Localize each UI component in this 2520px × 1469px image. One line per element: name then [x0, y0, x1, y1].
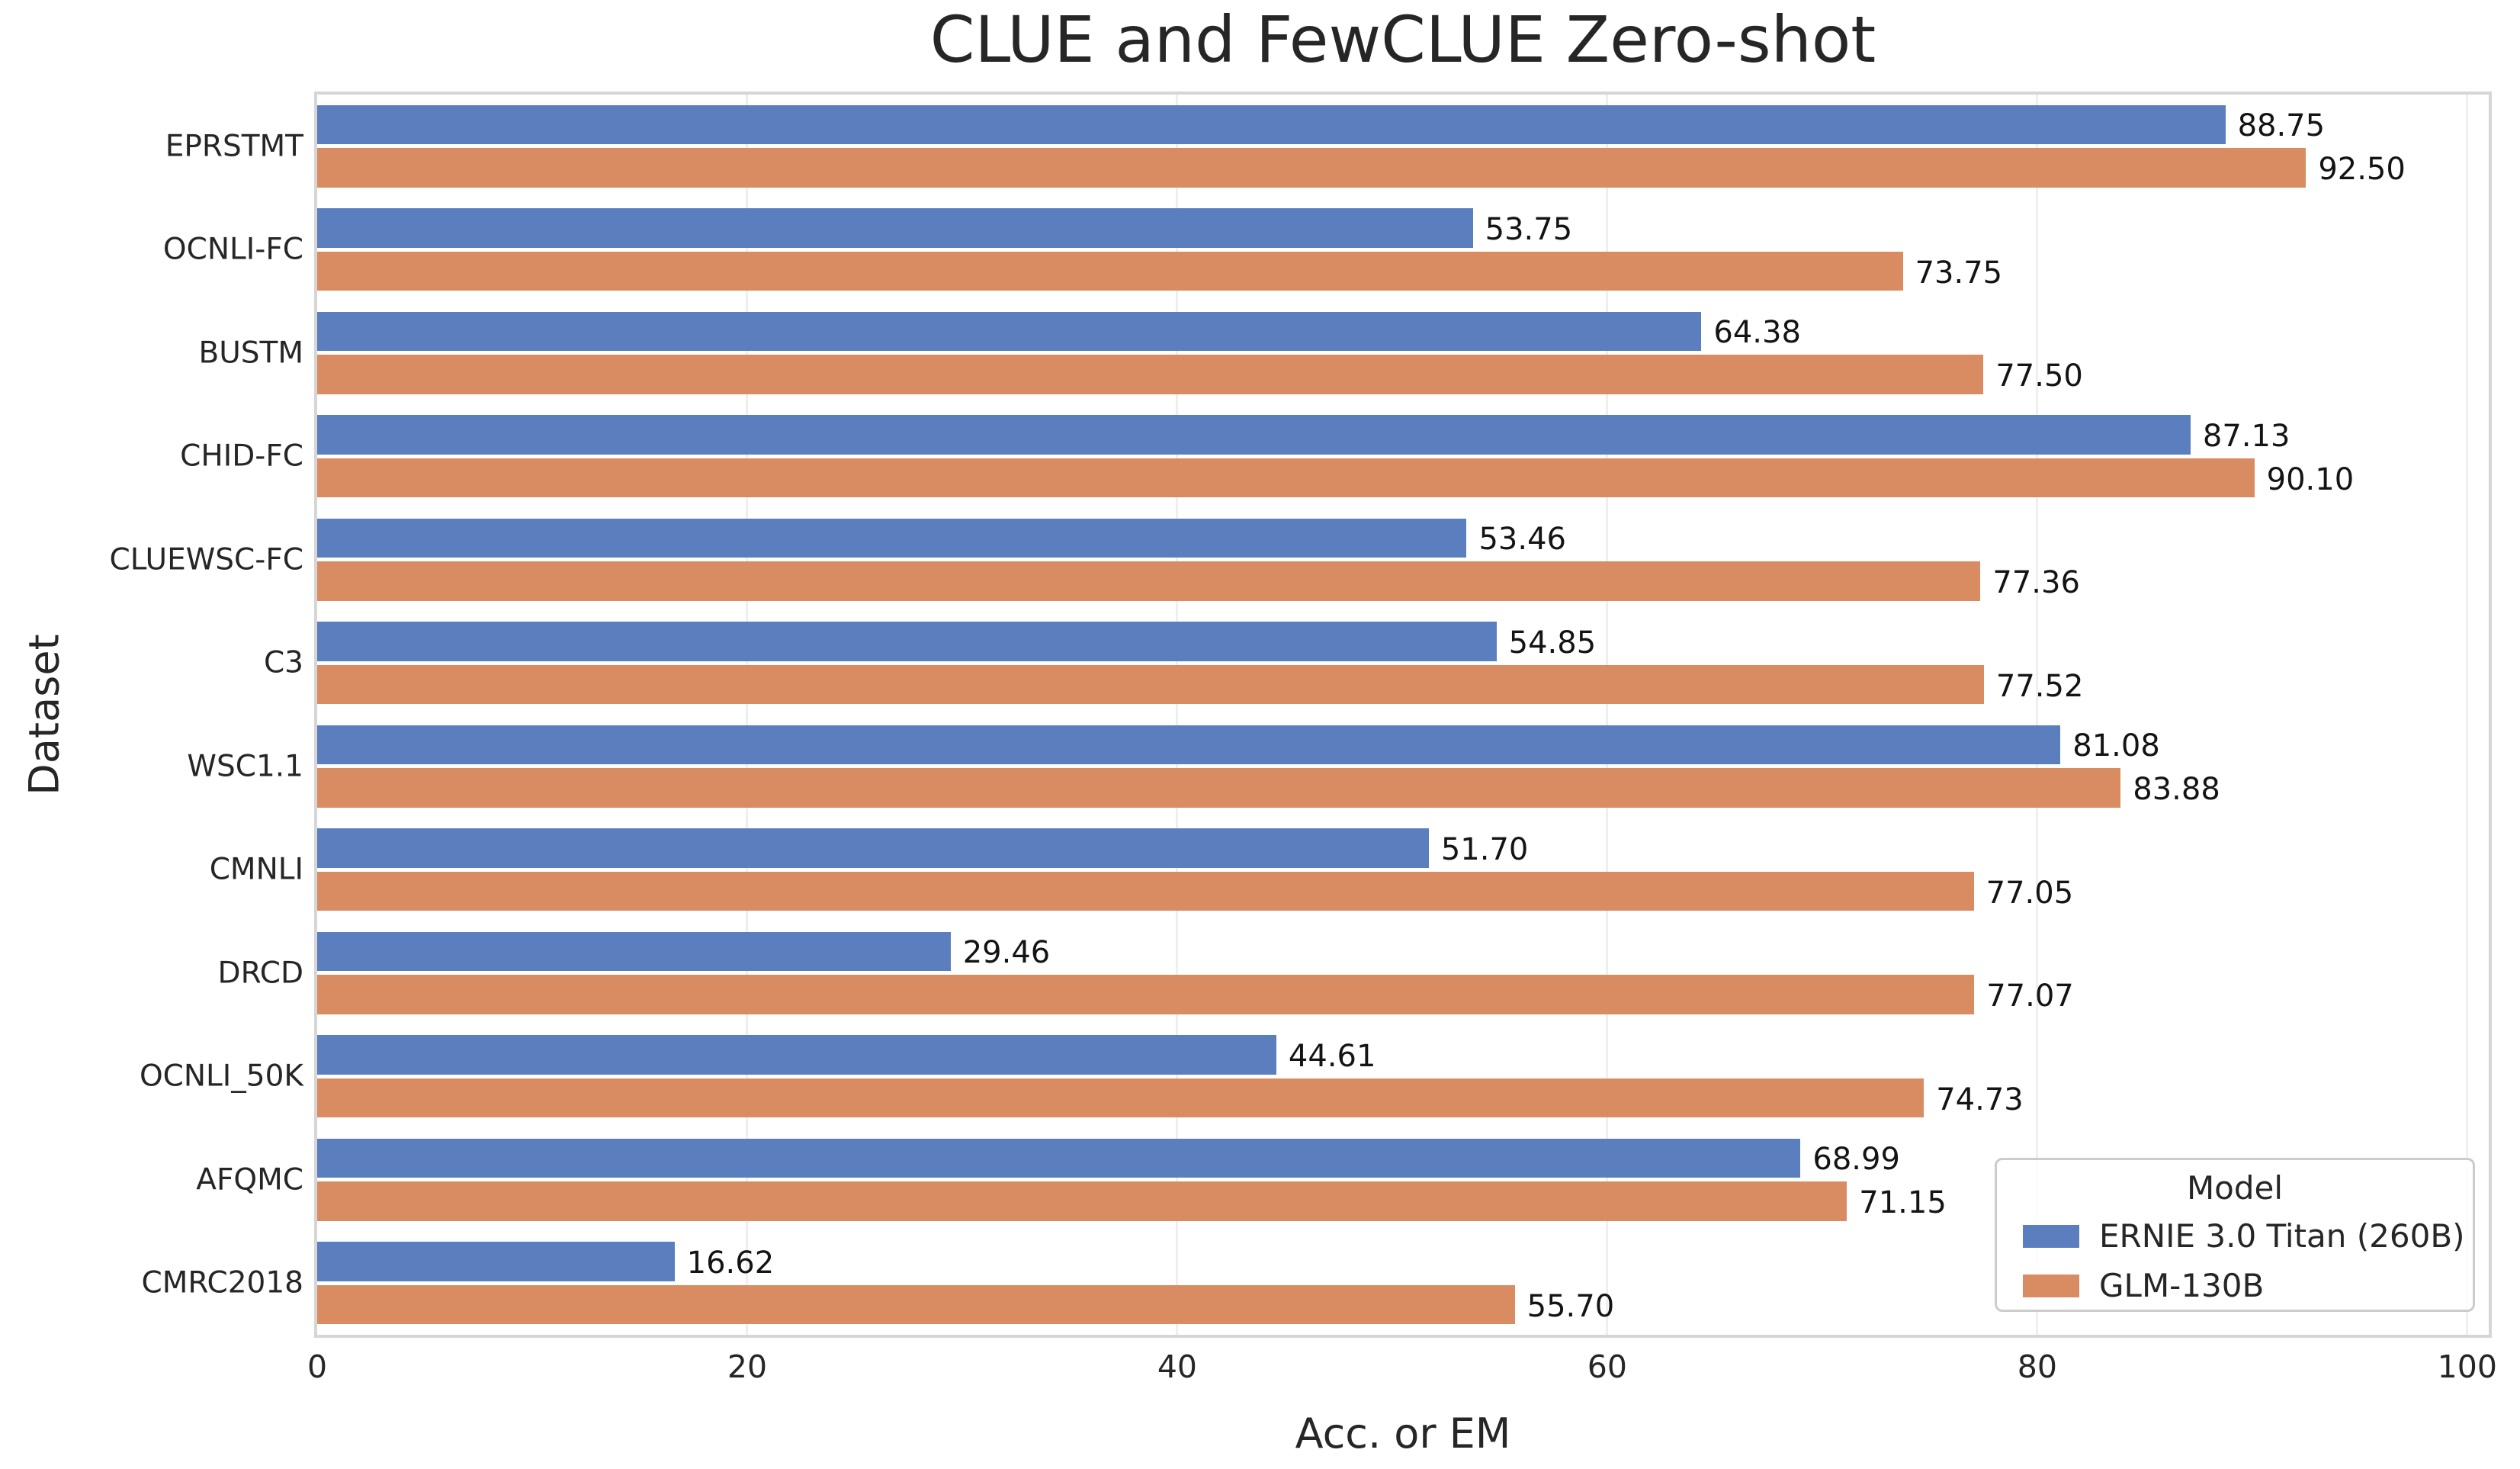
y-tick-label-CMNLI: CMNLI	[209, 852, 303, 887]
bar-value-label: 64.38	[1713, 315, 1801, 351]
bar-value-label: 92.50	[2318, 152, 2406, 188]
bar-C3-series1	[317, 622, 1497, 661]
y-tick-label-CHID-FC: CHID-FC	[180, 439, 303, 474]
x-tick-label-20: 20	[727, 1348, 768, 1385]
x-tick-label-0: 0	[307, 1348, 328, 1385]
y-tick-label-OCNLI-FC: OCNLI-FC	[162, 232, 303, 267]
legend-item: ERNIE 3.0 Titan (260B)	[2023, 1217, 2473, 1255]
bar-value-label: 81.08	[2072, 728, 2160, 764]
bar-EPRSTMT-series2	[317, 148, 2307, 188]
bar-value-label: 83.88	[2133, 772, 2220, 808]
gridline-x-100	[2466, 95, 2469, 1335]
x-tick-label-40: 40	[1157, 1348, 1197, 1385]
x-tick-label-100: 100	[2437, 1348, 2497, 1385]
legend-item: GLM-130B	[2023, 1267, 2473, 1304]
y-tick-label-AFQMC: AFQMC	[196, 1162, 303, 1197]
bar-value-label: 90.10	[2266, 461, 2355, 497]
bar-DRCD-series2	[317, 975, 1975, 1014]
bar-value-label: 74.73	[1936, 1082, 2024, 1117]
gridline-x-60	[1606, 95, 1609, 1335]
bar-EPRSTMT-series1	[317, 104, 2226, 145]
x-tick-label-80: 80	[2017, 1348, 2057, 1385]
y-tick-label-DRCD: DRCD	[217, 956, 303, 991]
bar-CMNLI-series2	[317, 871, 1974, 911]
y-tick-label-OCNLI_50K: OCNLI_50K	[139, 1059, 303, 1094]
x-tick-label-60: 60	[1587, 1348, 1627, 1385]
y-axis-label: Dataset	[20, 634, 69, 796]
y-tick-label-CMRC2018: CMRC2018	[141, 1265, 303, 1300]
legend-swatch-icon	[2023, 1274, 2079, 1297]
bar-value-label: 54.85	[1508, 625, 1597, 661]
bar-WSC1.1-series1	[317, 725, 2061, 765]
bar-value-label: 77.07	[1986, 979, 2074, 1014]
plot-area: 88.75 92.50 53.75 73.75 64.38 77.50 87.13 90.10…	[314, 92, 2492, 1338]
legend-label: ERNIE 3.0 Titan (260B)	[2099, 1217, 2465, 1255]
bar-WSC1.1-series2	[317, 768, 2121, 808]
bar-value-label: 68.99	[1812, 1142, 1900, 1178]
bar-OCNLI-FC-series1	[317, 208, 1473, 248]
gridline-x-40	[1176, 95, 1179, 1335]
bar-CMRC2018-series2	[317, 1284, 1515, 1325]
bar-CHID-FC-series1	[317, 415, 2191, 455]
bar-OCNLI_50K-series1	[317, 1035, 1276, 1075]
bar-BUSTM-series1	[317, 311, 1702, 352]
legend-label: GLM-130B	[2099, 1267, 2265, 1304]
bar-value-label: 44.61	[1288, 1038, 1376, 1074]
bar-C3-series2	[317, 664, 1984, 705]
chart-title: CLUE and FewCLUE Zero-shot	[929, 2, 1876, 77]
bar-OCNLI_50K-series2	[317, 1078, 1925, 1118]
y-tick-label-BUSTM: BUSTM	[198, 336, 303, 371]
y-tick-label-EPRSTMT: EPRSTMT	[165, 129, 303, 164]
bar-CHID-FC-series2	[317, 458, 2255, 498]
bar-CLUEWSC-FC-series1	[317, 518, 1467, 558]
bar-value-label: 73.75	[1915, 255, 2003, 291]
bar-value-label: 55.70	[1526, 1288, 1615, 1324]
bar-value-label: 16.62	[686, 1245, 775, 1281]
y-tick-label-CLUEWSC-FC: CLUEWSC-FC	[109, 542, 304, 577]
bar-value-label: 53.46	[1478, 522, 1566, 558]
x-axis-label: Acc. or EM	[1295, 1410, 1511, 1458]
gridline-x-80	[2036, 95, 2039, 1335]
bar-OCNLI-FC-series2	[317, 251, 1903, 291]
legend-title: Model	[2186, 1169, 2284, 1207]
legend: Model ERNIE 3.0 Titan (260B) GLM-130B	[1995, 1158, 2475, 1312]
bar-CLUEWSC-FC-series2	[317, 561, 1981, 601]
bar-value-label: 29.46	[962, 935, 1051, 971]
legend-swatch-icon	[2023, 1224, 2079, 1248]
bar-value-label: 77.50	[1995, 358, 2083, 394]
y-tick-label-C3: C3	[263, 645, 303, 680]
bar-AFQMC-series1	[317, 1138, 1801, 1178]
bar-value-label: 88.75	[2237, 108, 2326, 144]
bar-value-label: 87.13	[2202, 418, 2290, 454]
bar-CMRC2018-series1	[317, 1242, 675, 1281]
bar-BUSTM-series2	[317, 355, 1984, 394]
bar-value-label: 51.70	[1440, 831, 1529, 867]
y-tick-label-WSC1.1: WSC1.1	[187, 749, 303, 784]
bar-DRCD-series1	[317, 931, 951, 972]
bar-value-label: 77.36	[1992, 565, 2080, 601]
bar-value-label: 77.52	[1995, 668, 2084, 704]
bar-CMNLI-series1	[317, 828, 1429, 868]
bar-value-label: 71.15	[1859, 1185, 1947, 1221]
gridline-x-20	[746, 95, 749, 1335]
bar-value-label: 53.75	[1485, 211, 1573, 247]
legend-items: ERNIE 3.0 Titan (260B) GLM-130B	[1997, 1217, 2473, 1304]
bar-AFQMC-series2	[317, 1181, 1847, 1221]
bar-value-label: 77.05	[1986, 875, 2074, 911]
